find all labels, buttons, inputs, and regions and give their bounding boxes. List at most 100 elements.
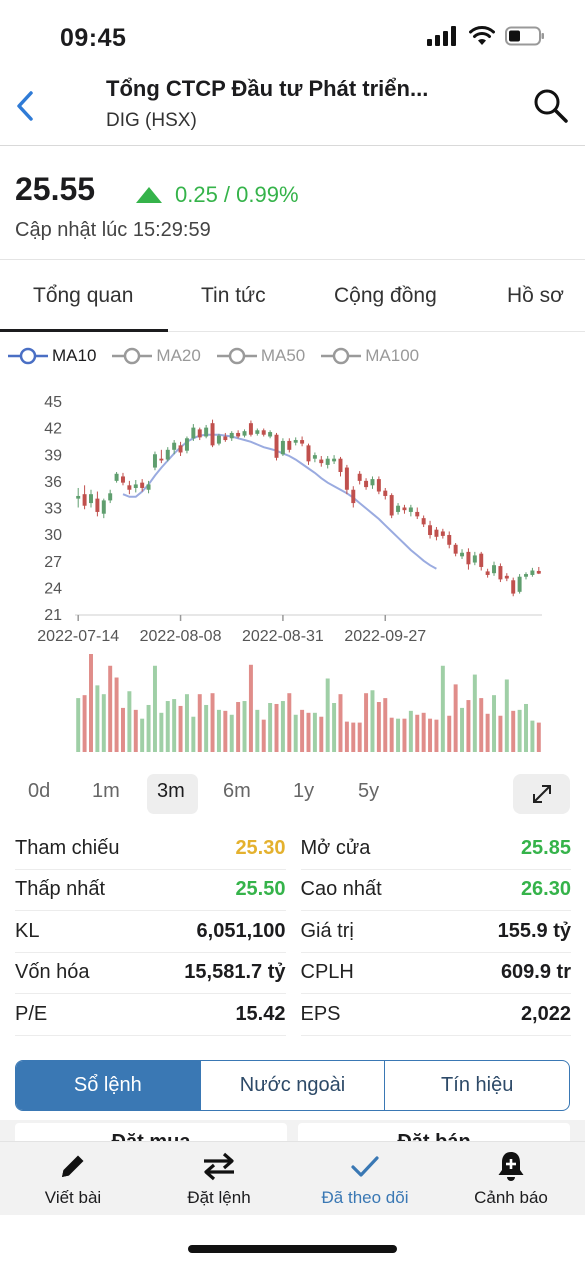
candle-body [178, 445, 183, 453]
volume-bar [127, 691, 132, 752]
price-change-value: 0.25 / 0.99% [175, 182, 299, 207]
price-block: 25.55 0.25 / 0.99% Cập nhật lúc 15:29:59 [0, 146, 585, 260]
candle-body [120, 476, 125, 483]
ma-toggle-ma20[interactable]: MA20 [112, 346, 201, 366]
bell-plus-icon [498, 1152, 524, 1181]
candle-body [242, 431, 247, 436]
candle-body [95, 498, 100, 512]
wifi-icon [469, 26, 495, 45]
tab-profile[interactable]: Hồ sơ [507, 284, 564, 307]
volume-bar [370, 690, 375, 752]
candle-body [191, 427, 196, 439]
volume-bar [223, 710, 228, 752]
volume-bar [357, 722, 362, 752]
tabbar-place-order[interactable]: Đặt lệnh [146, 1150, 292, 1208]
x-tick-label: 2022-07-14 [37, 628, 119, 645]
volume-bar [472, 674, 477, 752]
volume-bar [408, 710, 413, 752]
candle-body [447, 535, 452, 545]
tabbar-write-post[interactable]: Viết bài [0, 1150, 146, 1208]
ma-toggle-ma50[interactable]: MA50 [216, 346, 305, 366]
candle-body [530, 570, 535, 575]
tabbar-alerts[interactable]: Cảnh báo [438, 1150, 584, 1208]
ma10-line [122, 433, 437, 570]
y-tick-label: 27 [44, 554, 62, 571]
battery-icon [505, 26, 544, 46]
volume-bar [440, 665, 445, 752]
candle-body [421, 518, 426, 525]
tab-news[interactable]: Tin tức [201, 284, 266, 307]
candle-body [293, 440, 298, 443]
range-1y[interactable]: 1y [293, 780, 315, 802]
volume-bar [517, 709, 522, 752]
stat-cell: P/E 15.42 [15, 994, 286, 1036]
current-price: 25.55 [15, 171, 96, 207]
x-tick-label: 2022-08-31 [242, 628, 324, 645]
range-3m[interactable]: 3m [157, 780, 185, 802]
range-5y[interactable]: 5y [358, 780, 380, 802]
volume-bar [108, 665, 113, 752]
price-chart[interactable]: 45 42 39 36 33 30 27 24 21 2022-07-14 2022-08-08 20… [0, 388, 585, 764]
tabbar-label: Đã theo dõi [321, 1188, 409, 1207]
candle-body [453, 544, 458, 554]
candle-body [376, 479, 381, 492]
stat-label: Mở cửa [300, 836, 371, 859]
segment-order-book[interactable]: Sổ lệnh [16, 1061, 200, 1110]
volume-bar [312, 712, 317, 752]
volume-bar [255, 709, 260, 752]
stats-grid: Tham chiếu 25.30 Mở cửa 25.85 Thấp nhất 25.50… [15, 828, 571, 1036]
candle-body [223, 436, 228, 441]
volume-bar [95, 685, 100, 752]
candle-body [517, 576, 522, 592]
volume-bar [376, 702, 381, 752]
stat-row: P/E 15.42 EPS 2,022 [15, 994, 571, 1036]
tab-overview[interactable]: Tổng quan [33, 284, 134, 307]
volume-bar [332, 703, 337, 752]
y-tick-label: 30 [44, 527, 62, 544]
ma-toggle-ma10[interactable]: MA10 [8, 346, 96, 366]
tabbar-label: Cảnh báo [474, 1188, 548, 1207]
candle-body [101, 500, 106, 514]
candle-body [472, 555, 477, 563]
candle-body [261, 430, 266, 435]
ma-toggle-ma100[interactable]: MA100 [321, 346, 419, 366]
volume-bar [248, 664, 253, 752]
search-button[interactable] [531, 86, 571, 126]
volume-bar [101, 694, 106, 752]
status-bar: 09:45 [0, 0, 585, 76]
tabbar-following[interactable]: Đã theo dõi [292, 1150, 438, 1208]
volume-bar [389, 717, 394, 752]
candle-body [127, 485, 132, 490]
candle-body [332, 458, 337, 462]
stat-cell: Giá trị 155.9 tỷ [300, 911, 571, 953]
range-0d[interactable]: 0d [28, 780, 51, 802]
volume-bar [338, 694, 343, 752]
candle-body [370, 479, 375, 486]
candle-body [479, 553, 484, 567]
volume-bar [511, 710, 516, 752]
checkmark-icon [351, 1156, 379, 1177]
tab-community[interactable]: Cộng đồng [334, 284, 437, 307]
candle-body [210, 423, 215, 446]
stat-value: 25.85 [520, 836, 571, 859]
volume-bar [210, 693, 215, 752]
x-tick-label: 2022-08-08 [140, 628, 222, 645]
candle-body [165, 449, 170, 460]
candle-body [89, 494, 93, 504]
stat-label: CPLH [300, 961, 354, 984]
segment-foreign[interactable]: Nước ngoài [199, 1061, 385, 1110]
back-button[interactable] [10, 86, 40, 126]
y-tick-label: 39 [44, 447, 62, 464]
range-1m[interactable]: 1m [92, 780, 120, 802]
range-6m[interactable]: 6m [223, 780, 251, 802]
expand-chart-button[interactable] [513, 774, 570, 814]
candle-body [338, 458, 343, 472]
stat-row: Tham chiếu 25.30 Mở cửa 25.85 [15, 828, 571, 870]
segment-signals[interactable]: Tín hiệu [384, 1061, 569, 1110]
volume-bar [229, 714, 234, 752]
stat-value: 2,022 [520, 1002, 571, 1025]
candle-body [268, 432, 273, 437]
price-change: 0.25 / 0.99% [136, 182, 299, 208]
volume-bar [89, 654, 93, 752]
chevron-left-icon [17, 91, 33, 121]
